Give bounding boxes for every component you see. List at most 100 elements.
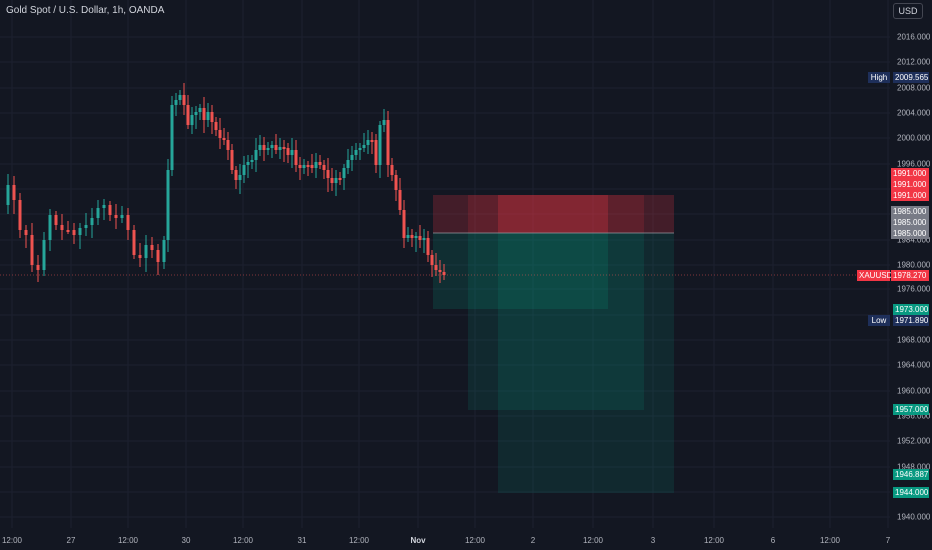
candle-body	[314, 162, 318, 168]
candle-body	[174, 100, 178, 105]
candle-body	[194, 112, 198, 115]
candle-body	[414, 236, 418, 238]
price-tick: 1956.000	[897, 411, 931, 421]
last-price-tag: 1978.270	[891, 270, 929, 281]
time-tick: 12:00	[117, 536, 139, 545]
entry-tag: 1985.000	[891, 206, 929, 217]
candle-body	[202, 108, 206, 120]
time-tick: 6	[770, 536, 776, 545]
target-tag: 1957.000	[893, 404, 929, 415]
entry-tag: 1985.000	[891, 217, 929, 228]
candle-body	[170, 105, 174, 170]
price-tick: 1948.000	[897, 462, 931, 472]
candle-body	[30, 235, 34, 265]
target-tag: 1973.000	[893, 304, 929, 315]
price-tick: 1976.000	[897, 284, 931, 294]
candle-body	[242, 165, 246, 175]
candle-body	[78, 228, 82, 235]
candle-body	[72, 230, 76, 235]
price-tick: 1996.000	[897, 159, 931, 169]
time-tick: 12:00	[1, 536, 23, 545]
time-tick: 7	[885, 536, 891, 545]
candle-body	[334, 178, 338, 183]
stop-loss-zone	[468, 195, 644, 233]
candle-body	[162, 240, 166, 262]
time-axis[interactable]	[0, 528, 890, 550]
candle-body	[120, 215, 124, 218]
candle-body	[250, 160, 254, 162]
candle-body	[258, 145, 262, 150]
candle-body	[132, 230, 136, 255]
time-tick: 12:00	[464, 536, 486, 545]
stop-loss-zone	[433, 195, 674, 233]
stop-loss-tag: 1991.000	[891, 168, 929, 179]
time-tick: 3	[650, 536, 656, 545]
candle-body	[166, 170, 170, 240]
candle-body	[370, 140, 374, 142]
candle-body	[430, 255, 434, 265]
price-tick: 1964.000	[897, 360, 931, 370]
candle-body	[270, 145, 274, 148]
candle-body	[406, 235, 410, 238]
candle-body	[84, 225, 88, 228]
time-tick: 12:00	[232, 536, 254, 545]
candle-body	[60, 225, 64, 230]
candle-body	[310, 165, 314, 168]
candle-body	[210, 112, 214, 122]
time-tick: 12:00	[348, 536, 370, 545]
candle-body	[318, 162, 322, 165]
candle-body	[266, 148, 270, 150]
candle-body	[190, 115, 194, 125]
target-tag: 1944.000	[893, 487, 929, 498]
price-tick: 2016.000	[897, 32, 931, 42]
take-profit-zone	[468, 233, 644, 410]
candle-body	[178, 95, 182, 100]
price-tick: 1968.000	[897, 335, 931, 345]
chart-canvas[interactable]	[0, 0, 890, 528]
candle-body	[282, 147, 286, 149]
candle-body	[410, 235, 414, 238]
price-tick: 2004.000	[897, 108, 931, 118]
candle-body	[278, 147, 282, 150]
candle-body	[150, 245, 154, 250]
candle-body	[198, 108, 202, 112]
price-tick: 1984.000	[897, 235, 931, 245]
candle-body	[114, 215, 118, 218]
candle-body	[206, 112, 210, 120]
stop-loss-tag: 1991.000	[891, 179, 929, 190]
candle-body	[102, 205, 106, 208]
low-label: Low	[868, 315, 890, 326]
low-value-tag: 1971.890	[893, 315, 929, 326]
candle-body	[354, 150, 358, 155]
candle-body	[274, 145, 278, 150]
high-label: High	[868, 72, 890, 83]
candle-body	[342, 168, 346, 178]
candle-body	[18, 200, 22, 230]
price-axis[interactable]	[890, 0, 932, 528]
candle-body	[322, 165, 326, 170]
candle-body	[422, 238, 426, 240]
currency-button[interactable]: USD	[893, 3, 923, 19]
candle-body	[366, 140, 370, 145]
position-zones	[433, 195, 674, 493]
candle-body	[222, 138, 226, 140]
candle-body	[374, 140, 378, 165]
candle-body	[230, 150, 234, 170]
symbol-tag: XAUUSD	[857, 270, 893, 281]
candle-body	[290, 150, 294, 155]
candle-body	[358, 148, 362, 150]
candle-body	[386, 120, 390, 165]
grid	[0, 0, 890, 528]
candle-body	[96, 208, 100, 218]
candle-body	[126, 215, 130, 230]
candle-body	[254, 150, 258, 160]
candle-body	[330, 178, 334, 183]
candle-body	[54, 215, 58, 225]
candle-body	[262, 145, 266, 150]
chart-area[interactable]	[0, 0, 890, 528]
target-tag: 1946.887	[893, 469, 929, 480]
candlesticks	[6, 83, 446, 283]
price-tick: 2008.000	[897, 83, 931, 93]
price-tick: 2012.000	[897, 57, 931, 67]
candle-body	[438, 270, 442, 272]
